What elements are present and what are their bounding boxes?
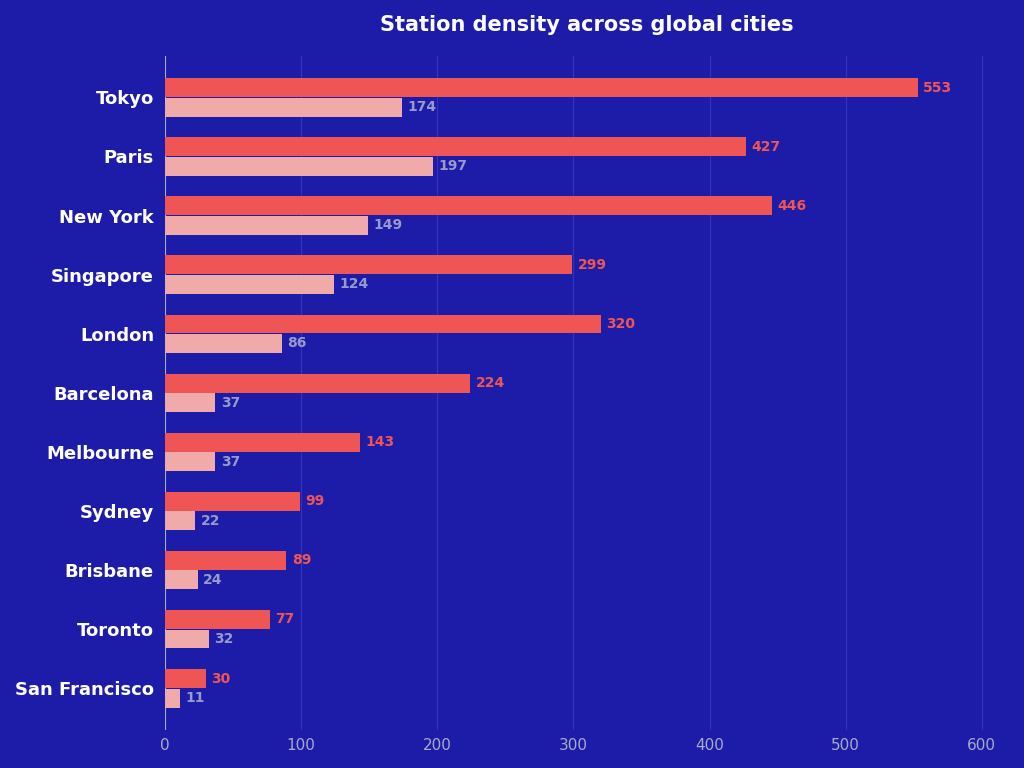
Text: 22: 22 [201,514,220,528]
Text: 124: 124 [339,277,369,291]
Text: 32: 32 [214,632,233,646]
Text: 37: 37 [221,396,241,409]
Text: 89: 89 [292,554,311,568]
Text: 174: 174 [408,100,436,114]
Bar [165,197,772,215]
Bar [165,432,359,452]
Text: 427: 427 [752,140,781,154]
Bar [165,492,300,511]
Title: Station density across global cities: Station density across global cities [380,15,794,35]
Text: 143: 143 [366,435,394,449]
Bar [165,315,601,333]
Text: 197: 197 [438,159,468,174]
Bar [165,669,206,688]
Bar [165,610,270,629]
Bar [165,157,433,176]
Bar [165,393,215,412]
Bar [165,98,402,117]
Text: 320: 320 [606,317,635,331]
Bar [165,452,215,471]
Text: 224: 224 [475,376,505,390]
Text: 149: 149 [374,218,402,232]
Text: 37: 37 [221,455,241,468]
Bar [165,256,572,274]
Text: 446: 446 [777,199,807,213]
Bar [165,78,918,97]
Text: 77: 77 [275,612,295,627]
Bar [165,689,180,707]
Bar [165,373,470,392]
Bar [165,334,283,353]
Bar [165,137,746,156]
Text: 553: 553 [924,81,952,94]
Text: 24: 24 [203,573,223,587]
Bar [165,551,287,570]
Bar [165,571,198,589]
Bar [165,511,195,530]
Bar [165,630,209,648]
Text: 30: 30 [211,671,230,686]
Text: 11: 11 [185,691,205,705]
Bar [165,275,334,294]
Text: 99: 99 [305,495,325,508]
Text: 86: 86 [288,336,307,350]
Text: 299: 299 [578,258,606,272]
Bar [165,216,368,235]
